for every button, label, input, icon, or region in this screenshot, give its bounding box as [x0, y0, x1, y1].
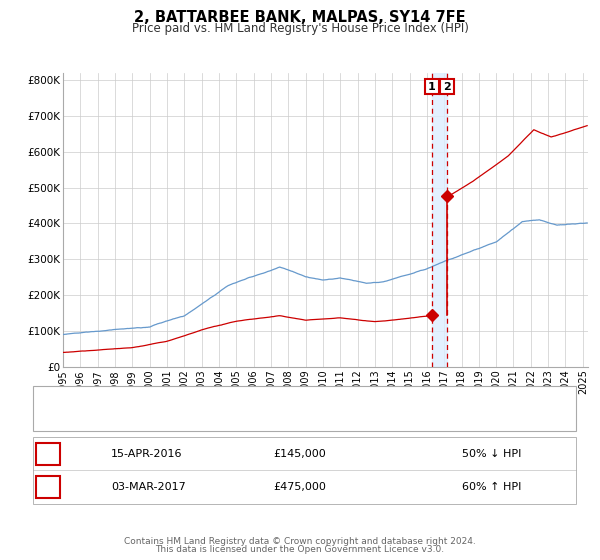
Text: 1: 1 [428, 82, 436, 92]
Text: 50% ↓ HPI: 50% ↓ HPI [463, 449, 521, 459]
Text: Price paid vs. HM Land Registry's House Price Index (HPI): Price paid vs. HM Land Registry's House … [131, 22, 469, 35]
Text: 2, BATTARBEE BANK, MALPAS, SY14 7FE: 2, BATTARBEE BANK, MALPAS, SY14 7FE [134, 10, 466, 25]
Text: 2, BATTARBEE BANK, MALPAS, SY14 7FE (detached house): 2, BATTARBEE BANK, MALPAS, SY14 7FE (det… [72, 394, 374, 404]
Text: 60% ↑ HPI: 60% ↑ HPI [463, 482, 521, 492]
Text: 1: 1 [44, 449, 52, 459]
Bar [432, 73, 447, 367]
Text: 03-MAR-2017: 03-MAR-2017 [111, 482, 186, 492]
Text: HPI: Average price, detached house, Cheshire West and Chester: HPI: Average price, detached house, Ches… [72, 415, 407, 425]
Text: This data is licensed under the Open Government Licence v3.0.: This data is licensed under the Open Gov… [155, 545, 445, 554]
Text: 2: 2 [44, 482, 52, 492]
Text: Contains HM Land Registry data © Crown copyright and database right 2024.: Contains HM Land Registry data © Crown c… [124, 537, 476, 546]
Text: 15-APR-2016: 15-APR-2016 [111, 449, 182, 459]
Text: £475,000: £475,000 [274, 482, 326, 492]
Text: 2: 2 [443, 82, 451, 92]
Text: £145,000: £145,000 [274, 449, 326, 459]
